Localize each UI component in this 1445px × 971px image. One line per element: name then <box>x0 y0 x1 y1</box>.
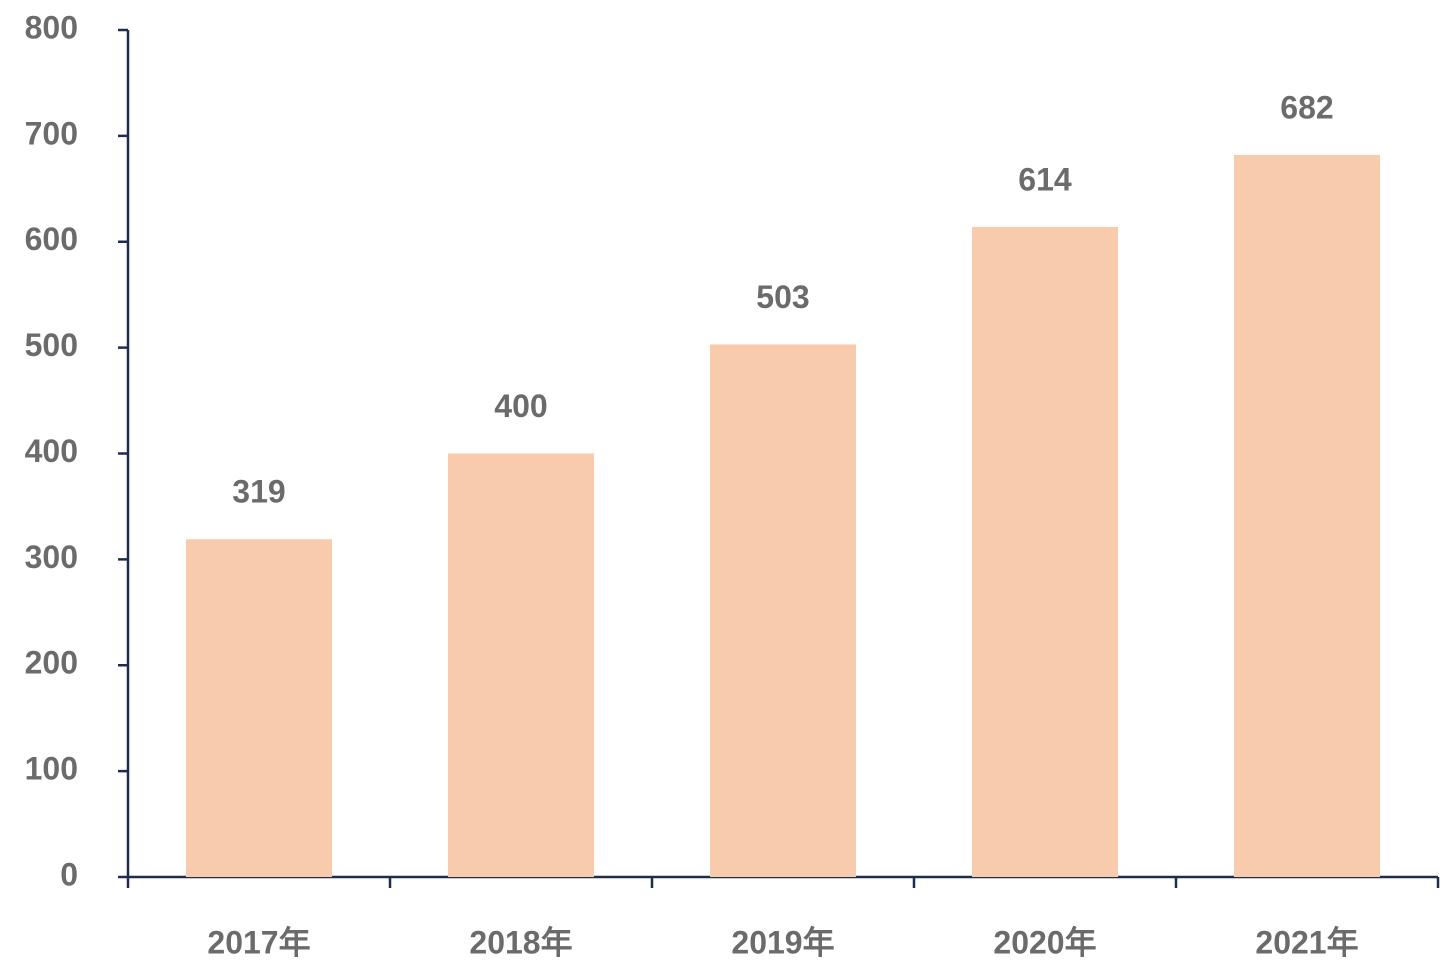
x-tick-label: 2018年 <box>469 924 572 960</box>
data-label: 400 <box>494 388 547 424</box>
y-tick-label: 800 <box>25 9 78 45</box>
data-label: 319 <box>232 474 285 510</box>
x-tick-label: 2020年 <box>993 924 1096 960</box>
data-label: 614 <box>1018 161 1072 197</box>
y-tick-label: 300 <box>25 539 78 575</box>
bar <box>448 453 594 877</box>
data-label: 503 <box>756 279 809 315</box>
y-tick-label: 700 <box>25 115 78 151</box>
y-tick-label: 500 <box>25 327 78 363</box>
x-tick-label: 2021年 <box>1255 924 1358 960</box>
bar <box>1234 154 1380 877</box>
y-tick-label: 200 <box>25 645 78 681</box>
bar <box>710 344 856 878</box>
y-tick-label: 600 <box>25 221 78 257</box>
x-tick-label: 2017年 <box>207 924 310 960</box>
x-tick-label: 2019年 <box>731 924 834 960</box>
y-tick-label: 400 <box>25 433 78 469</box>
bar <box>972 226 1118 878</box>
y-tick-label: 0 <box>60 856 78 892</box>
y-tick-label: 100 <box>25 751 78 787</box>
data-label: 682 <box>1280 89 1333 125</box>
bar <box>186 539 332 877</box>
